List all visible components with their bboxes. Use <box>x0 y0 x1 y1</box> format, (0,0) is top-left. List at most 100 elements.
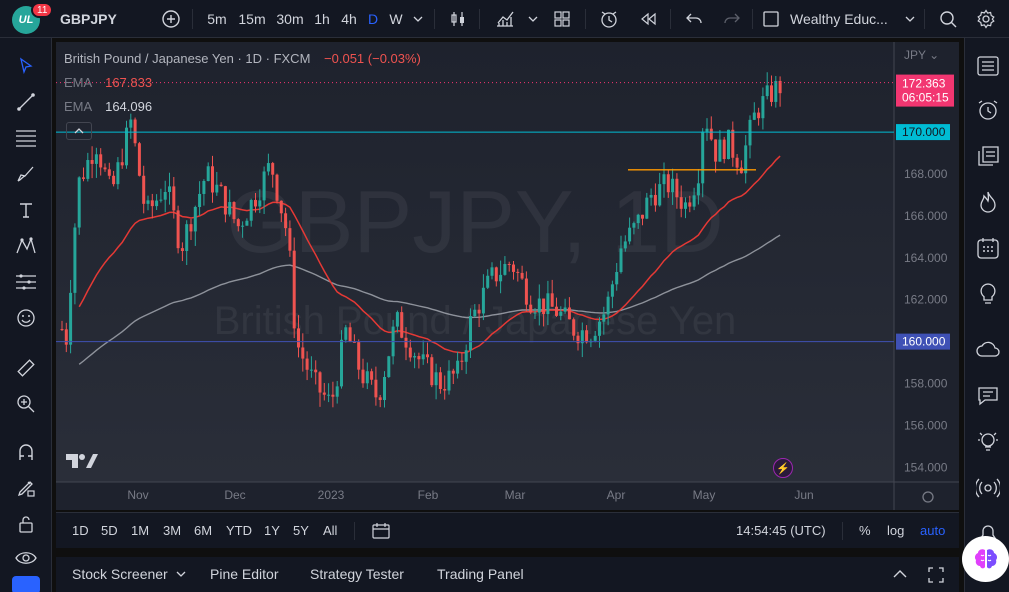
candle-body <box>585 330 589 343</box>
watchlist-icon[interactable] <box>972 50 1004 82</box>
alarm-clock-icon[interactable] <box>972 94 1004 126</box>
date-range-calendar-icon[interactable] <box>372 523 390 539</box>
range-all[interactable]: All <box>323 523 338 538</box>
interval-1h[interactable]: 1h <box>314 11 330 27</box>
add-symbol-icon[interactable] <box>158 0 184 38</box>
indicators-chevron-down-icon[interactable] <box>525 0 541 38</box>
percent-toggle[interactable]: % <box>859 523 871 538</box>
search-icon[interactable] <box>936 0 960 38</box>
zoom-in-icon[interactable] <box>10 388 42 420</box>
candle-body <box>757 112 761 119</box>
chevron-down-icon[interactable] <box>410 0 426 38</box>
range-5y[interactable]: 5Y <box>293 523 309 538</box>
range-1y[interactable]: 1Y <box>264 523 280 538</box>
range-5d[interactable]: 5D <box>101 523 118 538</box>
legend-title[interactable]: British Pound / Japanese Yen · 1D · FXCM <box>64 51 311 66</box>
candle-body <box>533 312 537 314</box>
indicators-icon[interactable] <box>492 0 518 38</box>
interval-w[interactable]: W <box>389 11 403 27</box>
chart-pane[interactable]: GBPJPY, 1D British Pound / Japanese Yen J… <box>56 42 959 510</box>
stock-screener-chevron-down-icon[interactable] <box>176 557 186 592</box>
candle-body <box>576 335 580 344</box>
legend-ema2-row[interactable]: EMA 164.096 <box>64 98 421 122</box>
grid <box>56 42 959 510</box>
utc-clock[interactable]: 14:54:45 (UTC) <box>736 523 826 538</box>
symbol-search[interactable]: GBPJPY <box>60 11 117 27</box>
brush-icon[interactable] <box>10 158 42 190</box>
layout-chevron-down-icon[interactable] <box>902 0 918 38</box>
hide-drawings-eye-icon[interactable] <box>10 542 42 574</box>
candle-body <box>266 163 270 172</box>
axis-settings-gear-icon[interactable] <box>922 491 934 503</box>
pattern-tool-icon[interactable] <box>10 230 42 262</box>
notifications-bell-icon[interactable] <box>972 516 1004 548</box>
auto-toggle[interactable]: auto <box>920 523 946 538</box>
flash-icon[interactable]: ⚡ <box>773 458 793 478</box>
range-1m[interactable]: 1M <box>131 523 150 538</box>
legend-ema1-row[interactable]: EMA 167.833 <box>64 74 421 98</box>
emoji-icon[interactable] <box>10 302 42 334</box>
hotlist-flame-icon[interactable] <box>972 186 1004 218</box>
candles-chart-type-icon[interactable] <box>446 0 470 38</box>
lock-icon[interactable] <box>10 508 42 540</box>
help-bulb-icon[interactable] <box>972 426 1004 458</box>
ai-assistant-brain-icon[interactable] <box>962 536 1009 582</box>
data-window-icon[interactable] <box>972 140 1004 172</box>
candle-body <box>309 369 313 371</box>
object-tree-icon[interactable] <box>12 576 40 592</box>
trend-line-icon[interactable] <box>10 86 42 118</box>
interval-30m[interactable]: 30m <box>276 11 304 27</box>
ruler-icon[interactable] <box>10 352 42 384</box>
range-6m[interactable]: 6M <box>194 523 213 538</box>
interval-4h[interactable]: 4h <box>341 11 357 27</box>
candle-body <box>692 195 696 207</box>
candle-body <box>619 248 623 273</box>
candle-body <box>731 129 735 158</box>
layout-square-icon[interactable] <box>760 0 782 38</box>
collapse-panel-chevron-up-icon[interactable] <box>892 557 908 592</box>
tradingview-logo[interactable] <box>66 452 98 470</box>
magnet-icon[interactable] <box>10 436 42 468</box>
settings-gear-icon[interactable] <box>974 0 998 38</box>
layout-name[interactable]: Wealthy Educ... <box>790 11 888 27</box>
broadcast-icon[interactable] <box>972 472 1004 504</box>
tab-stock-screener[interactable]: Stock Screener <box>72 566 168 582</box>
tab-trading-panel[interactable]: Trading Panel <box>437 566 524 582</box>
collapse-legend-button[interactable] <box>66 122 92 140</box>
streams-cloud-icon[interactable] <box>972 334 1004 366</box>
candle-body <box>580 330 584 344</box>
undo-icon[interactable] <box>682 0 706 38</box>
alert-icon[interactable] <box>596 0 622 38</box>
templates-grid-icon[interactable] <box>550 0 574 38</box>
range-ytd[interactable]: YTD <box>226 523 252 538</box>
log-toggle[interactable]: log <box>887 523 905 538</box>
range-3m[interactable]: 3M <box>163 523 182 538</box>
candle-body <box>322 392 326 395</box>
candle-body <box>516 271 520 273</box>
candle-body <box>451 370 455 374</box>
candle-body <box>774 80 778 102</box>
tab-pine-editor[interactable]: Pine Editor <box>210 566 279 582</box>
text-tool-icon[interactable] <box>10 194 42 226</box>
maximize-panel-icon[interactable] <box>928 557 944 592</box>
range-1d[interactable]: 1D <box>72 523 89 538</box>
right-sidebar <box>964 38 1009 592</box>
redo-icon[interactable] <box>720 0 744 38</box>
calendar-icon[interactable] <box>972 232 1004 264</box>
interval-15m[interactable]: 15m <box>238 11 266 27</box>
cursor-arrow-icon[interactable] <box>10 50 42 82</box>
candle-body <box>727 129 730 160</box>
legend-title-row: British Pound / Japanese Yen · 1D · FXCM… <box>64 50 421 74</box>
prediction-tool-icon[interactable] <box>10 266 42 298</box>
stay-in-drawing-mode-icon[interactable] <box>10 472 42 504</box>
tab-strategy-tester[interactable]: Strategy Tester <box>310 566 404 582</box>
candle-body <box>563 307 567 312</box>
interval-d[interactable]: D <box>367 11 379 27</box>
ideas-lightbulb-icon[interactable] <box>972 278 1004 310</box>
fib-retracement-icon[interactable] <box>10 122 42 154</box>
replay-icon[interactable] <box>636 0 660 38</box>
interval-5m[interactable]: 5m <box>207 11 227 27</box>
chats-icon[interactable] <box>972 380 1004 412</box>
candle-body <box>107 169 111 176</box>
